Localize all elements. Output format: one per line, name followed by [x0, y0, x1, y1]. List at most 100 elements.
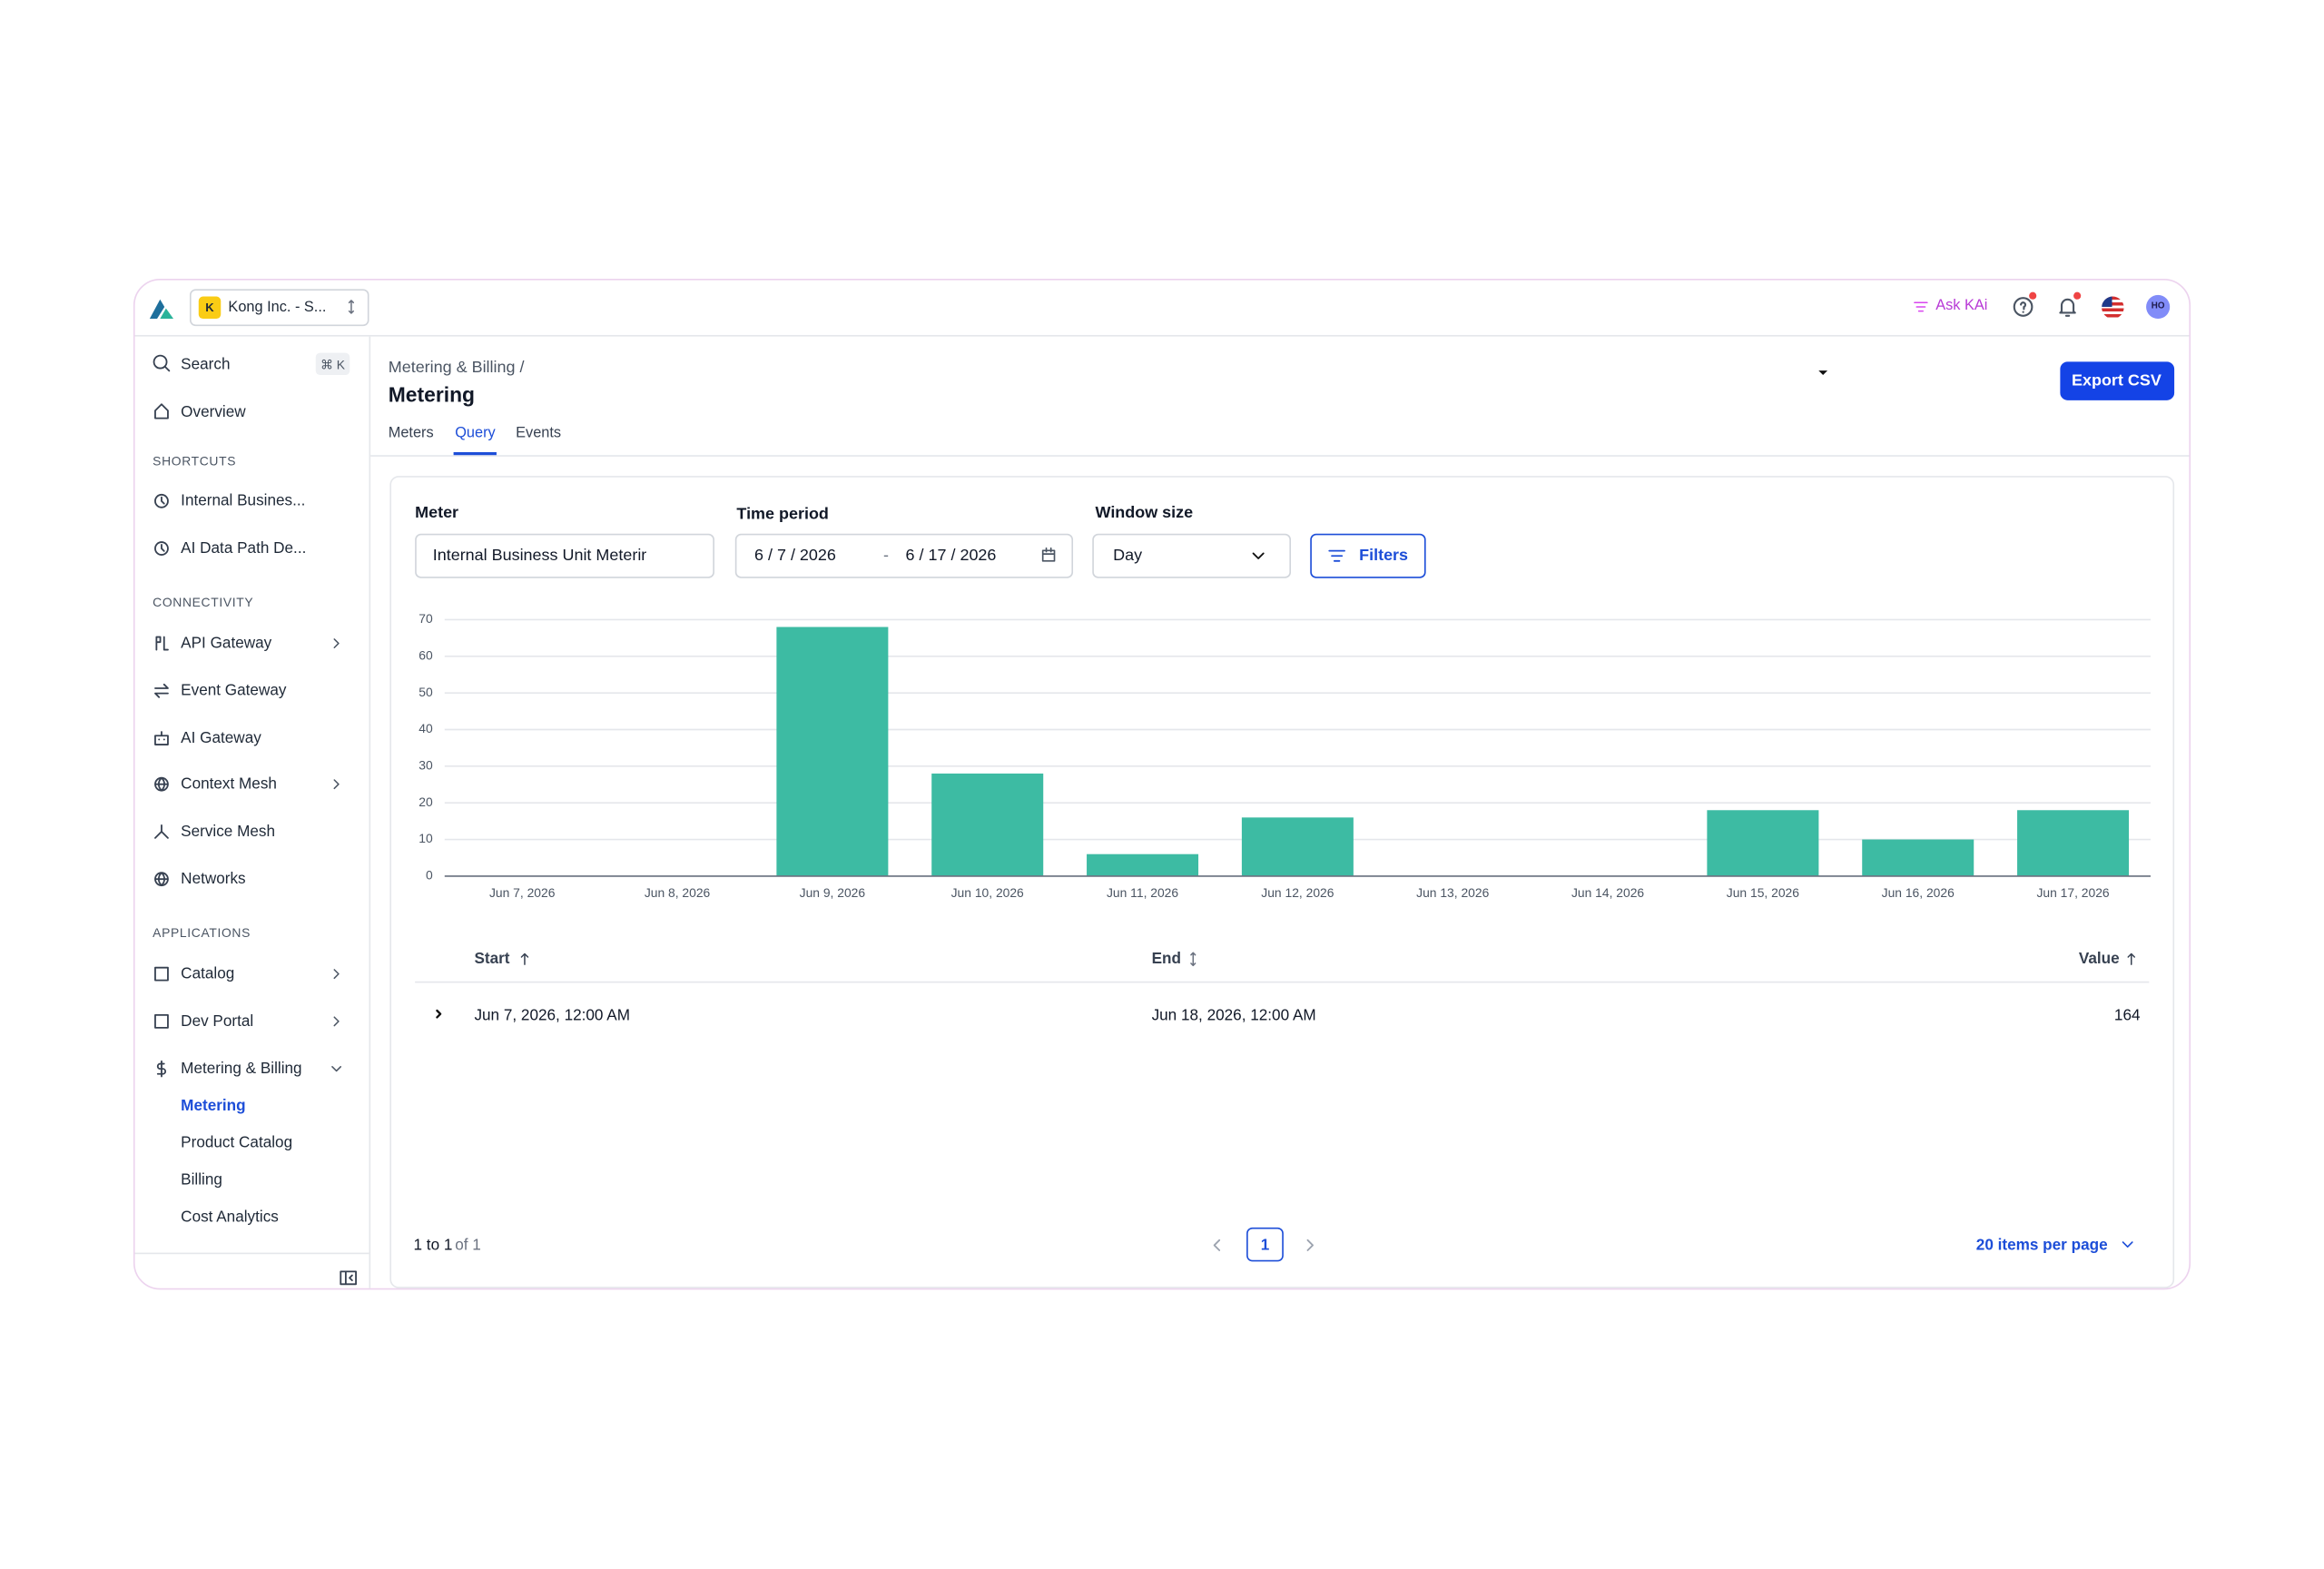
nav-item[interactable]: Overview [181, 403, 246, 421]
items-per-page[interactable]: 20 items per page [1975, 1236, 2108, 1255]
start-date[interactable]: 6 / 7 / 2026 [754, 547, 836, 566]
avatar-initials[interactable]: HO [2151, 302, 2165, 311]
topbar-divider [134, 334, 2190, 337]
sort-icon[interactable] [2124, 952, 2139, 966]
export-label[interactable]: Export CSV [2072, 371, 2162, 390]
expand-chevron[interactable] [329, 966, 343, 981]
nav-item[interactable]: Event Gateway [181, 681, 287, 700]
shortcut-item[interactable]: Internal Busines... [181, 492, 306, 510]
nav-icon [154, 824, 169, 840]
field-label: Time period [736, 505, 829, 524]
nav-icon [154, 777, 169, 793]
nav-icon [154, 966, 169, 982]
y-tick-label: 20 [419, 794, 433, 809]
nav-icon [154, 1013, 169, 1029]
filters-icon[interactable] [1328, 547, 1346, 565]
sub-nav-item[interactable]: Billing [181, 1170, 222, 1189]
nav-icon [155, 636, 169, 651]
search[interactable]: Search [181, 355, 231, 374]
prev-page[interactable] [1208, 1237, 1226, 1255]
field-label: Window size [1095, 504, 1194, 522]
tab[interactable]: Meters [388, 425, 434, 442]
y-tick-label: 10 [419, 831, 433, 845]
filters-button[interactable] [1310, 533, 1426, 578]
export-button[interactable] [2060, 361, 2175, 400]
sub-nav-item[interactable]: Cost Analytics [181, 1208, 279, 1227]
expand-chevron[interactable] [329, 1061, 343, 1075]
sort-icon[interactable] [1186, 952, 1200, 967]
nav-item[interactable]: API Gateway [181, 634, 272, 653]
bar [931, 773, 1044, 876]
row-expand[interactable] [433, 1008, 445, 1020]
nav-item[interactable]: Metering & Billing [181, 1059, 302, 1078]
bar [2017, 810, 2130, 876]
tab[interactable]: Query [455, 425, 496, 442]
calendar-icon[interactable] [1040, 547, 1057, 563]
nav-icon [156, 1060, 166, 1077]
date-range[interactable] [734, 533, 1074, 578]
shortcut-item[interactable]: AI Data Path De... [181, 539, 307, 558]
window-caret[interactable] [1249, 547, 1267, 565]
shortcut-icon [154, 541, 169, 556]
shortcut-icon [154, 493, 169, 508]
end-date[interactable]: 6 / 17 / 2026 [905, 547, 997, 566]
sub-nav-item[interactable]: Product Catalog [181, 1133, 293, 1152]
avatar[interactable] [2146, 294, 2171, 320]
x-tick-label: Jun 10, 2026 [951, 885, 1024, 900]
nav-icon [154, 872, 169, 887]
y-tick-label: 40 [419, 721, 433, 735]
expand-chevron[interactable] [329, 777, 343, 792]
pagination-total: of 1 [455, 1236, 481, 1255]
ask-ai-icon [1914, 301, 1928, 312]
nav-item[interactable]: Networks [181, 870, 246, 888]
nav-item[interactable]: Service Mesh [181, 823, 276, 842]
notifications-button[interactable] [2057, 297, 2078, 318]
breadcrumb[interactable]: Metering & Billing / [388, 359, 525, 377]
help-button[interactable] [2013, 297, 2034, 318]
nav-item[interactable]: AI Gateway [181, 728, 261, 747]
bell-dot [2073, 291, 2082, 300]
window-value[interactable]: Day [1113, 547, 1143, 566]
locale-flag[interactable] [2102, 296, 2124, 320]
per-page-caret[interactable] [2120, 1237, 2136, 1253]
bar [1087, 854, 1199, 876]
org-selector[interactable] [189, 289, 369, 327]
table-header-divider [415, 981, 2150, 983]
flag-canton [2102, 296, 2112, 307]
nav-item[interactable]: Context Mesh [181, 775, 277, 794]
current-page[interactable]: 1 [1260, 1236, 1270, 1255]
next-page[interactable] [1301, 1237, 1319, 1255]
column-header[interactable]: Value [2078, 950, 2120, 969]
tab[interactable]: Events [516, 425, 562, 442]
pagination-range: 1 to 1 [413, 1236, 453, 1255]
org-badge-label: K [205, 301, 214, 315]
x-tick-label: Jun 16, 2026 [1882, 885, 1955, 900]
expand-chevron[interactable] [329, 636, 343, 650]
active-tab-indicator [453, 451, 497, 456]
query-card [389, 476, 2175, 1288]
section-title: APPLICATIONS [153, 924, 251, 941]
window-select[interactable] [1092, 533, 1292, 578]
meter-value[interactable]: Internal Business Unit Meterir [432, 547, 647, 566]
column-header[interactable]: End [1151, 950, 1181, 969]
column-header[interactable]: Start [474, 950, 510, 969]
window [133, 278, 2191, 1290]
expand-chevron[interactable] [329, 1013, 343, 1028]
x-tick-label: Jun 17, 2026 [2036, 885, 2109, 900]
overview-icon [154, 403, 169, 419]
meter-select[interactable] [415, 533, 714, 578]
logo[interactable] [147, 293, 177, 323]
shortcut-chip [315, 352, 350, 376]
nav-item[interactable]: Catalog [181, 964, 235, 983]
nav-item[interactable]: Dev Portal [181, 1011, 254, 1031]
current-page-box[interactable] [1246, 1227, 1284, 1262]
filters-label[interactable]: Filters [1359, 547, 1409, 566]
collapse-sidebar[interactable] [340, 1269, 358, 1288]
ask-ai[interactable]: Ask KAi [1935, 298, 1988, 315]
x-tick-label: Jun 13, 2026 [1416, 885, 1489, 900]
sort-icon[interactable] [517, 952, 532, 966]
org-name[interactable]: Kong Inc. - S... [228, 299, 327, 316]
sub-nav-item[interactable]: Metering [181, 1097, 246, 1115]
